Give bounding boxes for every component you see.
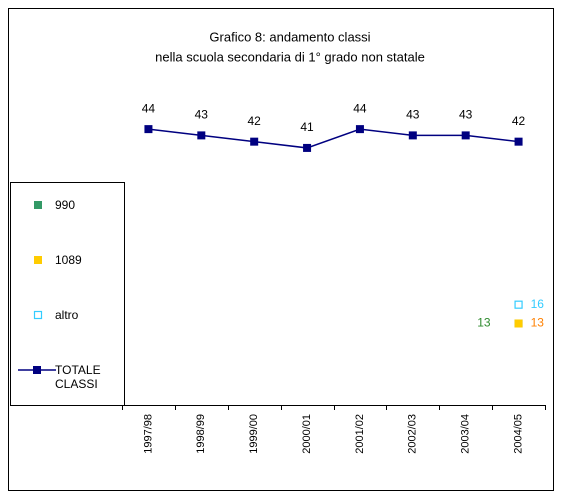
legend-box <box>10 182 125 406</box>
chart-title: Grafico 8: andamento classi <box>209 29 370 44</box>
data-label: 16 <box>531 297 545 311</box>
legend-label: 1089 <box>55 253 82 267</box>
data-label: 13 <box>531 316 545 330</box>
data-point <box>408 131 417 140</box>
data-label: 44 <box>142 101 156 115</box>
legend-label: altro <box>55 308 79 322</box>
legend-label: TOTALE CLASSI <box>55 363 101 391</box>
legend-marker <box>34 256 42 264</box>
legend-marker <box>33 310 43 320</box>
x-tick-label: 2002/03 <box>407 414 419 454</box>
legend-marker <box>34 201 42 209</box>
data-point <box>303 143 312 152</box>
data-point <box>355 125 364 134</box>
legend-marker <box>33 366 41 374</box>
data-point <box>144 125 153 134</box>
data-label: 43 <box>406 108 420 122</box>
data-point <box>250 137 259 146</box>
data-label: 43 <box>459 108 473 122</box>
x-tick-label: 2001/02 <box>354 414 366 454</box>
x-tick-label: 1997/98 <box>142 414 154 454</box>
data-label: 42 <box>248 114 262 128</box>
data-point <box>197 131 206 140</box>
data-label: 43 <box>195 108 209 122</box>
x-tick-label: 1999/00 <box>248 414 260 454</box>
chart-subtitle: nella scuola secondaria di 1° grado non … <box>155 49 425 64</box>
data-point <box>461 131 470 140</box>
data-label: 44 <box>353 101 367 115</box>
x-tick-label: 2000/01 <box>301 414 313 454</box>
x-tick-label: 1998/99 <box>195 414 207 454</box>
x-tick-label: 2004/05 <box>512 414 524 454</box>
data-point <box>514 300 523 309</box>
data-label: 41 <box>300 120 314 134</box>
data-label: 13 <box>477 316 491 330</box>
data-label: 42 <box>512 114 526 128</box>
legend-label: 990 <box>55 198 76 212</box>
data-point <box>514 137 523 146</box>
x-tick-label: 2003/04 <box>460 414 472 454</box>
data-point <box>514 319 523 328</box>
series-line <box>148 128 519 149</box>
